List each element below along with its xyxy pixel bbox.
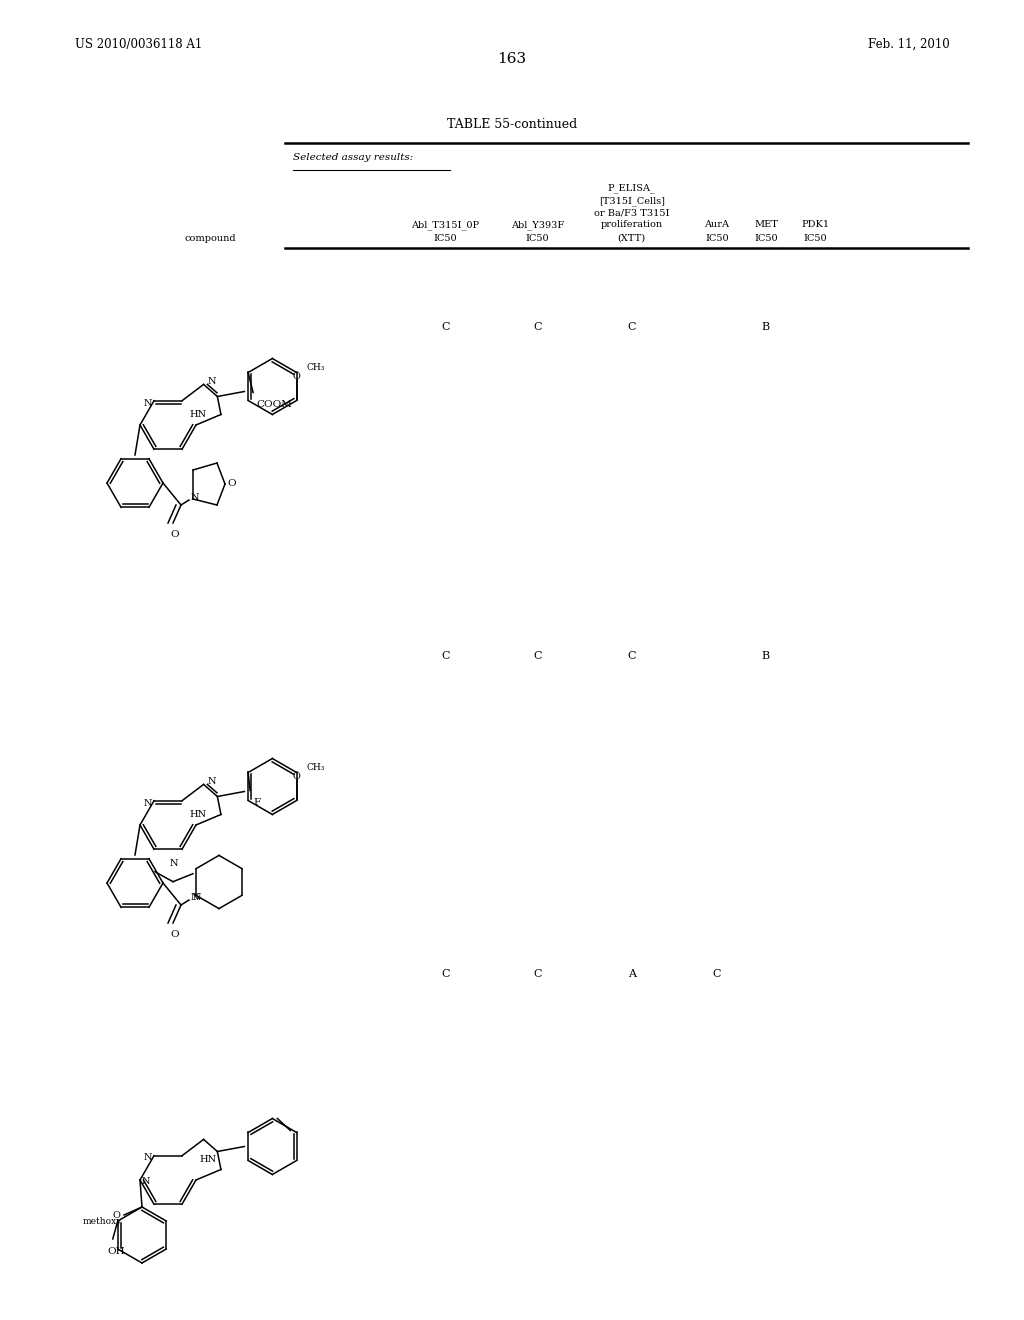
Text: C: C (441, 969, 450, 979)
Text: COOM: COOM (256, 400, 292, 409)
Text: O: O (293, 772, 301, 781)
Text: proliferation: proliferation (601, 220, 663, 228)
Text: IC50: IC50 (803, 234, 827, 243)
Text: N: N (143, 399, 153, 408)
Text: O: O (293, 372, 301, 381)
Text: Abl_T315I_0P: Abl_T315I_0P (412, 220, 479, 230)
Text: 163: 163 (498, 51, 526, 66)
Text: C: C (441, 651, 450, 661)
Text: compound: compound (184, 234, 236, 243)
Text: HN: HN (189, 411, 207, 418)
Text: N: N (208, 378, 216, 385)
Text: O: O (171, 931, 179, 939)
Text: N: N (191, 894, 200, 903)
Text: C: C (534, 651, 542, 661)
Text: Selected assay results:: Selected assay results: (293, 153, 413, 162)
Text: Abl_Y393F: Abl_Y393F (511, 220, 564, 230)
Text: C: C (441, 322, 450, 333)
Text: IC50: IC50 (525, 234, 550, 243)
Text: methoxy: methoxy (83, 1217, 122, 1226)
Text: CH₃: CH₃ (306, 363, 325, 372)
Text: C: C (534, 322, 542, 333)
Text: CH₃: CH₃ (306, 763, 325, 772)
Text: N: N (142, 1177, 151, 1187)
Text: or Ba/F3 T315I: or Ba/F3 T315I (594, 209, 670, 218)
Text: C: C (713, 969, 721, 979)
Text: Feb. 11, 2010: Feb. 11, 2010 (868, 38, 950, 51)
Text: IC50: IC50 (433, 234, 458, 243)
Text: B: B (762, 651, 770, 661)
Text: O: O (227, 479, 236, 488)
Text: OH: OH (106, 1247, 125, 1257)
Text: A: A (628, 969, 636, 979)
Text: N: N (193, 894, 202, 903)
Text: IC50: IC50 (754, 234, 778, 243)
Text: B: B (762, 322, 770, 333)
Text: N: N (208, 777, 216, 785)
Text: O: O (171, 531, 179, 539)
Text: TABLE 55-continued: TABLE 55-continued (446, 117, 578, 131)
Text: AurA: AurA (705, 220, 729, 228)
Text: N: N (143, 1154, 153, 1162)
Text: C: C (628, 651, 636, 661)
Text: N: N (169, 859, 178, 869)
Text: [T315I_Cells]: [T315I_Cells] (599, 195, 665, 206)
Text: MET: MET (754, 220, 778, 228)
Text: N: N (143, 799, 153, 808)
Text: O: O (112, 1210, 120, 1220)
Text: (XTT): (XTT) (617, 234, 646, 243)
Text: HN: HN (200, 1155, 217, 1164)
Text: US 2010/0036118 A1: US 2010/0036118 A1 (75, 38, 203, 51)
Text: F: F (253, 799, 260, 808)
Text: PDK1: PDK1 (801, 220, 829, 228)
Text: IC50: IC50 (705, 234, 729, 243)
Text: N: N (191, 494, 200, 503)
Text: C: C (628, 322, 636, 333)
Text: C: C (534, 969, 542, 979)
Text: HN: HN (189, 810, 207, 818)
Text: P_ELISA_: P_ELISA_ (608, 183, 655, 193)
